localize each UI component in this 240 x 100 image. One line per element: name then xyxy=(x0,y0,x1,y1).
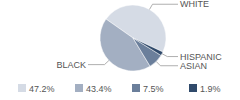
leader-line xyxy=(88,61,109,65)
slice-labels: WHITE BLACK ASIANHISPANIC xyxy=(56,0,222,71)
leader-line xyxy=(156,61,178,65)
leader-line xyxy=(150,4,178,9)
slice-label: ASIAN xyxy=(180,61,207,71)
legend-label: 43.4% xyxy=(86,84,112,94)
legend: 47.2% 43.4% 7.5% 1.9% xyxy=(18,84,221,94)
legend-label: 47.2% xyxy=(29,84,55,94)
legend-label: 7.5% xyxy=(143,84,164,94)
pie-slice xyxy=(133,38,163,55)
legend-swatch xyxy=(18,84,26,92)
slice-label: WHITE xyxy=(180,0,209,9)
leader-line xyxy=(162,54,178,57)
legend-swatch xyxy=(132,84,140,92)
chart: WHITE BLACK ASIANHISPANIC 47.2% 43.4% 7.5% 1.9… xyxy=(0,0,240,100)
slice-label: BLACK xyxy=(56,60,86,70)
slice-label: HISPANIC xyxy=(180,52,222,62)
legend-swatch xyxy=(75,84,83,92)
pie xyxy=(100,5,166,71)
legend-label: 1.9% xyxy=(200,84,221,94)
legend-swatch xyxy=(189,84,197,92)
